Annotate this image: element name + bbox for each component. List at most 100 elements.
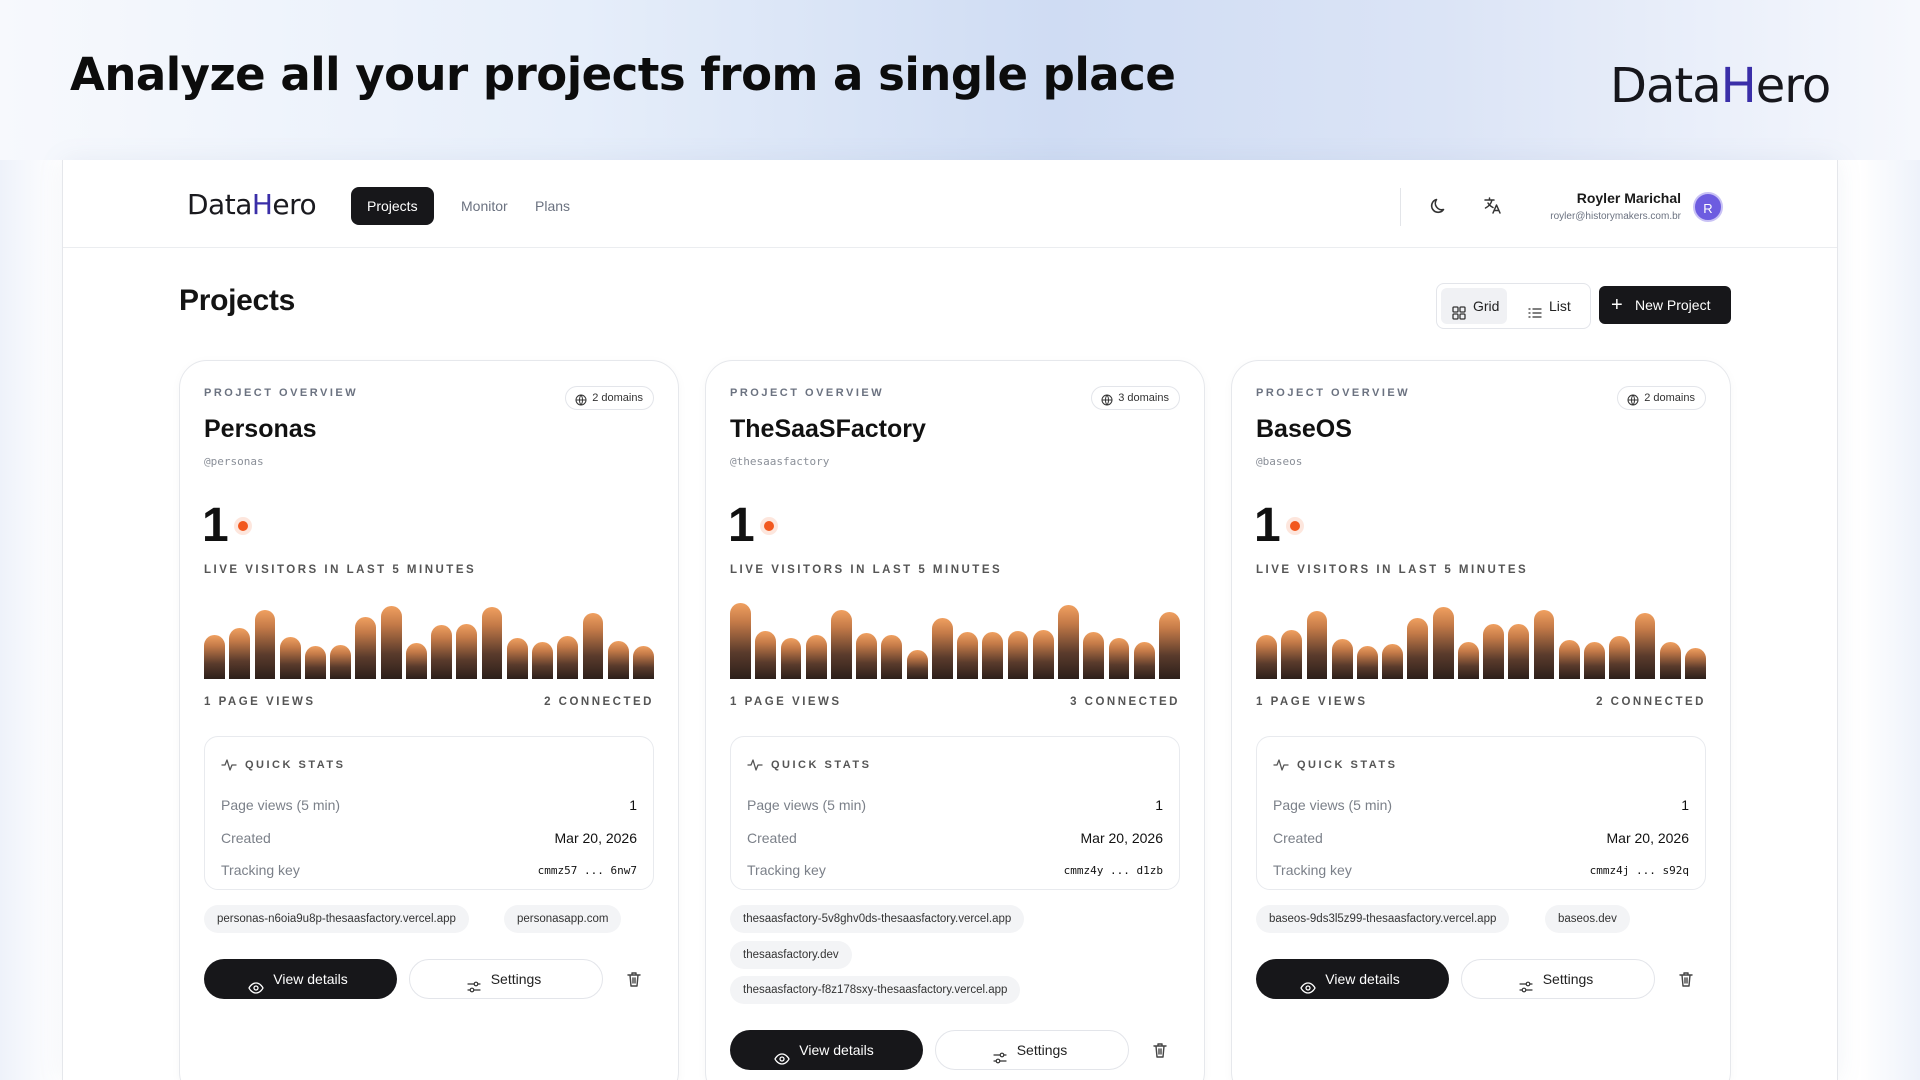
stat-value: Mar 20, 2026 (554, 830, 638, 846)
stat-label: Tracking key (1273, 862, 1352, 878)
project-name: Personas (204, 415, 317, 443)
tracking-key-value: cmmz4j ... s92q (1589, 864, 1689, 877)
domain-chip[interactable]: baseos.dev (1545, 905, 1630, 933)
eye-icon (248, 971, 264, 994)
nav-plans[interactable]: Plans (535, 198, 571, 214)
trash-icon[interactable] (624, 969, 644, 989)
new-project-button[interactable]: + New Project (1599, 286, 1731, 324)
live-visitors-label: LIVE VISITORS IN LAST 5 MINUTES (204, 564, 477, 576)
stat-row: Created Mar 20, 2026 (221, 830, 637, 850)
live-visitor-count: 1 (1254, 499, 1281, 552)
app-logo-post: ero (272, 188, 317, 221)
settings-button[interactable]: Settings (1461, 959, 1655, 999)
domain-chip[interactable]: thesaasfactory.dev (730, 941, 852, 969)
activity-bar (229, 628, 251, 679)
activity-bar (279, 637, 301, 679)
view-details-button[interactable]: View details (730, 1030, 923, 1070)
stat-row: Tracking key cmmz4j ... s92q (1273, 862, 1689, 882)
sliders-icon (466, 971, 482, 993)
activity-bar (1659, 642, 1681, 679)
project-card: PROJECT OVERVIEW 2 domains Personas @per… (179, 360, 679, 1080)
activity-bar (1331, 639, 1353, 679)
activity-bar (1533, 610, 1555, 679)
activity-bar (1432, 607, 1454, 679)
view-details-button[interactable]: View details (204, 959, 397, 999)
activity-bar (856, 633, 878, 679)
project-handle: @thesaasfactory (730, 455, 830, 468)
quick-stats-title: QUICK STATS (771, 759, 872, 771)
live-indicator-dot (238, 521, 248, 531)
grid-view-button[interactable]: Grid (1441, 288, 1508, 324)
settings-button[interactable]: Settings (409, 959, 603, 999)
trash-icon[interactable] (1676, 969, 1696, 989)
stat-value: Mar 20, 2026 (1606, 830, 1690, 846)
header-divider (1400, 188, 1401, 226)
settings-label: Settings (1542, 971, 1594, 987)
stat-row: Created Mar 20, 2026 (747, 830, 1163, 850)
stat-value: 1 (1681, 797, 1689, 813)
translate-icon[interactable] (1479, 192, 1507, 220)
quick-stats-title: QUICK STATS (1297, 759, 1398, 771)
app-window: DataHero Projects Monitor Plans Royler M… (62, 160, 1838, 1080)
activity-bar (755, 631, 777, 679)
domain-chip[interactable]: personas-n6oia9u8p-thesaasfactory.vercel… (204, 905, 469, 933)
nav-projects[interactable]: Projects (351, 187, 434, 225)
view-details-button[interactable]: View details (1256, 959, 1449, 999)
list-view-button[interactable]: List (1517, 288, 1579, 324)
tracking-key-value: cmmz57 ... 6nw7 (537, 864, 637, 877)
activity-bar (1007, 631, 1029, 679)
sliders-icon (1518, 971, 1534, 993)
right-glow (1860, 160, 1920, 1080)
nav-monitor[interactable]: Monitor (461, 198, 508, 214)
domains-badge: 3 domains (1091, 386, 1180, 410)
app-logo[interactable]: DataHero (187, 188, 317, 221)
view-details-label: View details (1325, 971, 1400, 987)
app-logo-pre: Data (187, 188, 252, 221)
connected-label: 2 CONNECTED (1596, 696, 1706, 708)
live-indicator-dot (764, 521, 774, 531)
activity-bar (982, 632, 1004, 679)
settings-button[interactable]: Settings (935, 1030, 1129, 1070)
page-title: Projects (179, 284, 295, 317)
globe-icon (1101, 392, 1113, 406)
stat-label: Created (221, 830, 271, 846)
domain-chip[interactable]: thesaasfactory-5v8ghv0ds-thesaasfactory.… (730, 905, 1025, 933)
stat-row: Tracking key cmmz4y ... d1zb (747, 862, 1163, 882)
brand-logo-pre: Data (1610, 58, 1722, 114)
user-name: Royler Marichal (1576, 190, 1681, 206)
activity-bar (1306, 611, 1328, 679)
stat-label: Page views (5 min) (747, 797, 867, 813)
globe-icon (1627, 392, 1639, 406)
trash-icon[interactable] (1150, 1040, 1170, 1060)
sliders-icon (992, 1042, 1008, 1064)
domain-chip[interactable]: personasapp.com (504, 905, 622, 933)
stat-row: Tracking key cmmz57 ... 6nw7 (221, 862, 637, 882)
eye-icon (1300, 971, 1316, 994)
stat-row: Created Mar 20, 2026 (1273, 830, 1689, 850)
activity-bar (481, 607, 503, 679)
activity-bar (1483, 624, 1504, 679)
quick-stats-panel: QUICK STATS Page views (5 min) 1 Created M… (730, 736, 1180, 890)
activity-bar (1584, 642, 1605, 679)
activity-bar (730, 603, 751, 679)
activity-bar (330, 645, 352, 679)
project-name: BaseOS (1256, 415, 1352, 443)
domain-chip[interactable]: baseos-9ds3l5z99-thesaasfactory.vercel.a… (1256, 905, 1510, 933)
activity-icon (221, 757, 237, 773)
live-visitor-count: 1 (728, 499, 755, 552)
list-icon (1527, 298, 1543, 318)
live-visitors-label: LIVE VISITORS IN LAST 5 MINUTES (730, 564, 1003, 576)
activity-bar (831, 610, 852, 679)
activity-bar (1685, 648, 1706, 679)
moon-icon[interactable] (1426, 192, 1454, 220)
activity-bar (1281, 630, 1303, 679)
domain-chip[interactable]: thesaasfactory-f8z178sxy-thesaasfactory.… (730, 976, 1021, 1004)
project-handle: @personas (204, 455, 264, 468)
brand-logo-hl: H (1720, 58, 1757, 114)
view-details-label: View details (799, 1042, 874, 1058)
brand-logo: DataHero (1610, 58, 1831, 114)
app-header: DataHero Projects Monitor Plans Royler M… (63, 160, 1837, 248)
avatar[interactable]: R (1693, 192, 1723, 222)
project-name: TheSaaSFactory (730, 415, 926, 443)
activity-bar (906, 650, 928, 679)
